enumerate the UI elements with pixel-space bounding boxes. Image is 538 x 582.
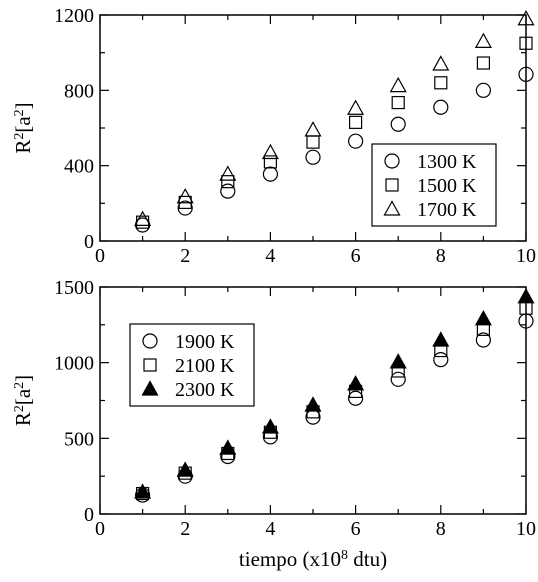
data-point	[349, 115, 363, 129]
data-point	[519, 36, 533, 50]
data-point	[261, 418, 279, 434]
legend-label: 2100 K	[175, 355, 235, 377]
data-point	[347, 375, 365, 391]
x-tick-label: 4	[265, 245, 275, 267]
y-tick-label: 400	[64, 156, 94, 178]
data-point	[221, 175, 235, 189]
data-point	[219, 439, 237, 455]
y-axis-title: R2[a2]	[11, 375, 35, 426]
x-tick-label: 6	[351, 245, 361, 267]
data-point	[433, 352, 449, 368]
x-tick-label: 10	[516, 518, 536, 540]
data-point	[176, 461, 194, 477]
data-point	[134, 483, 152, 499]
data-point	[177, 200, 193, 216]
data-point	[176, 188, 194, 204]
y-axis-title: R2[a2]	[11, 102, 35, 153]
data-point	[304, 121, 322, 137]
x-tick-label: 2	[180, 245, 190, 267]
legend-label: 1500 K	[417, 175, 477, 197]
data-point	[475, 332, 491, 348]
data-point	[347, 99, 365, 115]
x-tick-label: 6	[351, 518, 361, 540]
x-tick-label: 4	[265, 518, 275, 540]
data-point	[390, 371, 406, 387]
data-point	[434, 76, 448, 90]
data-point	[517, 288, 535, 304]
data-point	[305, 149, 321, 165]
data-point	[433, 99, 449, 115]
y-tick-label: 800	[64, 80, 94, 102]
data-point	[348, 133, 364, 149]
y-tick-label: 500	[64, 428, 94, 450]
data-point	[262, 166, 278, 182]
y-tick-label: 1000	[54, 353, 94, 375]
x-tick-label: 2	[180, 518, 190, 540]
legend-marker	[143, 358, 157, 372]
data-point	[518, 66, 534, 82]
series-2300-k	[134, 288, 535, 499]
data-point	[476, 56, 490, 70]
data-point	[389, 76, 407, 93]
x-tick-label: 0	[95, 245, 105, 267]
data-point	[475, 82, 491, 98]
legend-marker	[384, 153, 400, 169]
data-point	[306, 135, 320, 149]
legend-marker	[141, 380, 159, 396]
legend-box	[371, 143, 497, 227]
data-point	[389, 353, 407, 369]
data-point	[474, 32, 492, 48]
data-point	[305, 409, 321, 425]
legend-label: 2300 K	[175, 379, 235, 401]
data-point	[432, 331, 450, 347]
data-point	[134, 210, 152, 226]
x-tick-label: 0	[95, 518, 105, 540]
data-point	[517, 10, 535, 26]
y-tick-label: 0	[84, 231, 94, 253]
y-tick-label: 0	[84, 504, 94, 526]
legend-label: 1900 K	[175, 331, 235, 353]
legend-label: 1700 K	[417, 199, 477, 221]
series-1700-k	[134, 10, 535, 226]
legend-marker	[385, 178, 399, 192]
y-tick-label: 1500	[54, 277, 94, 299]
y-tick-label: 1200	[54, 5, 94, 27]
series-2100-k	[136, 301, 533, 501]
data-point	[391, 95, 405, 110]
data-point	[220, 183, 236, 199]
legend-label: 1300 K	[417, 151, 477, 173]
x-tick-label: 8	[436, 245, 446, 267]
data-point	[219, 165, 237, 181]
data-point	[432, 55, 450, 71]
data-point	[261, 143, 279, 160]
data-point	[304, 396, 322, 412]
data-point	[263, 155, 277, 169]
legend-marker	[383, 200, 401, 216]
data-point	[348, 390, 364, 406]
panel-2: 0 2 4 6 8 10 0 500 1000 1500 R2[a2] tiempo (x108 dt…	[11, 277, 536, 571]
legend-marker	[142, 333, 158, 349]
x-axis-title: tiempo (x108 dtu)	[239, 547, 387, 571]
data-point	[474, 310, 492, 326]
x-tick-label: 8	[436, 518, 446, 540]
data-point	[390, 116, 406, 132]
x-tick-label: 10	[516, 245, 536, 267]
